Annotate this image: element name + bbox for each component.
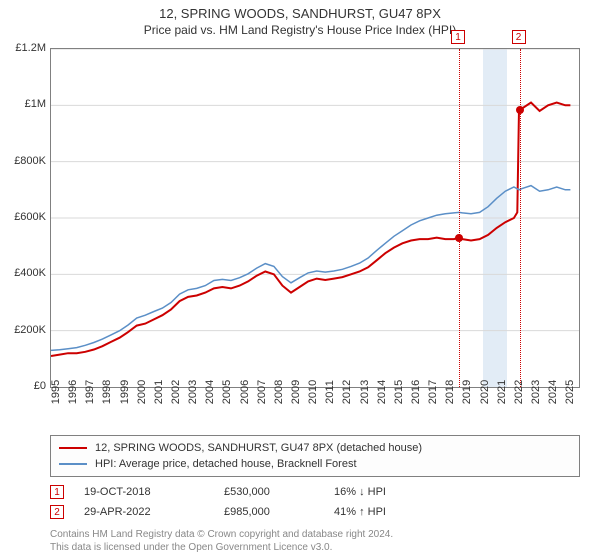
x-axis-tick-label: 1998 xyxy=(101,380,113,404)
x-axis-tick-label: 2012 xyxy=(341,380,353,404)
marker-vline-1 xyxy=(459,49,460,387)
events-table: 1 19-OCT-2018 £530,000 16% ↓ HPI 2 29-AP… xyxy=(50,482,580,522)
x-axis-tick-label: 2010 xyxy=(307,380,319,404)
series-line-property xyxy=(51,103,570,357)
x-axis-tick-label: 2024 xyxy=(547,380,559,404)
x-axis-tick-label: 1999 xyxy=(119,380,131,404)
footer-line-1: Contains HM Land Registry data © Crown c… xyxy=(50,528,580,541)
x-axis-tick-label: 2011 xyxy=(324,380,336,404)
x-axis-tick-label: 2005 xyxy=(221,380,233,404)
event-price-1: £530,000 xyxy=(224,486,334,498)
x-axis-tick-label: 2013 xyxy=(359,380,371,404)
x-axis-tick-label: 2017 xyxy=(427,380,439,404)
event-row-2: 2 29-APR-2022 £985,000 41% ↑ HPI xyxy=(50,502,580,522)
marker-dot-2 xyxy=(516,106,524,114)
x-axis-tick-label: 2014 xyxy=(376,380,388,404)
legend-box: 12, SPRING WOODS, SANDHURST, GU47 8PX (d… xyxy=(50,435,580,477)
event-price-2: £985,000 xyxy=(224,506,334,518)
x-axis-tick-label: 2002 xyxy=(170,380,182,404)
x-axis-tick-label: 2000 xyxy=(136,380,148,404)
x-axis-tick-label: 2006 xyxy=(239,380,251,404)
x-axis-tick-label: 2019 xyxy=(461,380,473,404)
footer-line-2: This data is licensed under the Open Gov… xyxy=(50,541,580,554)
x-axis-tick-label: 2022 xyxy=(513,380,525,404)
x-axis-tick-label: 2015 xyxy=(393,380,405,404)
x-axis-tick-label: 1997 xyxy=(84,380,96,404)
event-marker-1: 1 xyxy=(50,485,64,499)
chart-subtitle: Price paid vs. HM Land Registry's House … xyxy=(0,23,600,37)
plot-area xyxy=(50,48,580,388)
x-axis-tick-label: 2001 xyxy=(153,380,165,404)
x-axis-tick-label: 2016 xyxy=(410,380,422,404)
x-axis-tick-label: 2018 xyxy=(444,380,456,404)
y-axis-tick-label: £0 xyxy=(34,380,46,392)
event-row-1: 1 19-OCT-2018 £530,000 16% ↓ HPI xyxy=(50,482,580,502)
y-axis-tick-label: £400K xyxy=(14,267,46,279)
x-axis-tick-label: 2025 xyxy=(564,380,576,404)
series-line-hpi xyxy=(51,186,570,351)
marker-label-2: 2 xyxy=(512,30,526,44)
chart-title-address: 12, SPRING WOODS, SANDHURST, GU47 8PX xyxy=(0,6,600,21)
x-axis-tick-label: 2008 xyxy=(273,380,285,404)
x-axis-tick-label: 1995 xyxy=(50,380,62,404)
legend-swatch-hpi xyxy=(59,463,87,465)
x-axis-tick-label: 2020 xyxy=(479,380,491,404)
x-axis-tick-label: 2009 xyxy=(290,380,302,404)
legend-label-property: 12, SPRING WOODS, SANDHURST, GU47 8PX (d… xyxy=(95,442,422,454)
y-axis-tick-label: £1M xyxy=(25,98,46,110)
x-axis-tick-label: 2023 xyxy=(530,380,542,404)
legend-item-hpi: HPI: Average price, detached house, Brac… xyxy=(59,456,571,472)
event-delta-1: 16% ↓ HPI xyxy=(334,486,454,498)
event-marker-2: 2 xyxy=(50,505,64,519)
y-axis-tick-label: £800K xyxy=(14,155,46,167)
event-delta-2: 41% ↑ HPI xyxy=(334,506,454,518)
y-axis-tick-label: £200K xyxy=(14,324,46,336)
legend-label-hpi: HPI: Average price, detached house, Brac… xyxy=(95,458,357,470)
plot-svg xyxy=(51,49,579,387)
x-axis-tick-label: 2003 xyxy=(187,380,199,404)
attribution-footer: Contains HM Land Registry data © Crown c… xyxy=(50,528,580,554)
marker-label-1: 1 xyxy=(451,30,465,44)
event-date-1: 19-OCT-2018 xyxy=(84,486,224,498)
legend-swatch-property xyxy=(59,447,87,449)
title-block: 12, SPRING WOODS, SANDHURST, GU47 8PX Pr… xyxy=(0,0,600,37)
marker-vline-2 xyxy=(520,49,521,387)
y-axis-tick-label: £1.2M xyxy=(15,42,46,54)
chart-container: 12, SPRING WOODS, SANDHURST, GU47 8PX Pr… xyxy=(0,0,600,560)
legend-item-property: 12, SPRING WOODS, SANDHURST, GU47 8PX (d… xyxy=(59,440,571,456)
x-axis-tick-label: 2004 xyxy=(204,380,216,404)
x-axis-tick-label: 2021 xyxy=(496,380,508,404)
event-date-2: 29-APR-2022 xyxy=(84,506,224,518)
x-axis-tick-label: 1996 xyxy=(67,380,79,404)
y-axis-tick-label: £600K xyxy=(14,211,46,223)
marker-dot-1 xyxy=(455,234,463,242)
x-axis-tick-label: 2007 xyxy=(256,380,268,404)
